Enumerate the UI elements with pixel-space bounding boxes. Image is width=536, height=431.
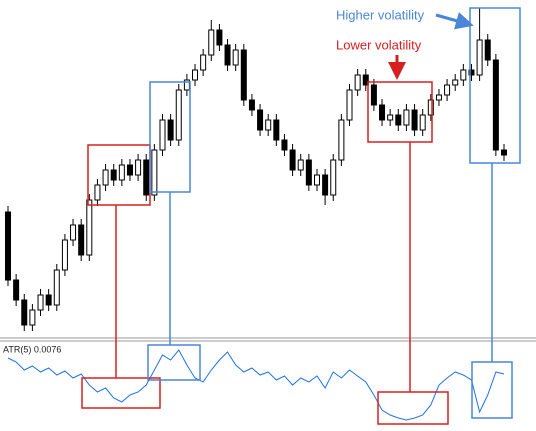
candle-body	[444, 84, 451, 96]
arrow	[435, 12, 474, 30]
candle-body	[151, 149, 158, 196]
candle-body	[484, 39, 491, 61]
candle-body	[45, 294, 52, 306]
candle-body	[322, 174, 329, 196]
candle-body	[452, 79, 459, 86]
box	[147, 344, 201, 381]
box	[81, 377, 161, 409]
candle-body	[387, 114, 394, 121]
candle-body	[159, 119, 166, 151]
candle-body	[216, 29, 223, 46]
candle-body	[305, 159, 312, 186]
candle-body	[70, 224, 77, 241]
candle-body	[200, 54, 207, 71]
candle-body	[61, 239, 68, 271]
candle-body	[403, 109, 410, 126]
candle-body	[5, 211, 11, 281]
candle-body	[102, 169, 109, 186]
candle-body	[135, 159, 142, 176]
candle-body	[224, 44, 231, 66]
box	[471, 361, 513, 419]
candle-body	[37, 294, 44, 311]
candle-body	[192, 69, 199, 81]
candle-body	[29, 309, 36, 326]
candle-body	[419, 114, 426, 131]
candle-body	[257, 109, 264, 131]
candle-body	[330, 159, 337, 196]
candle-body	[110, 169, 117, 181]
candle-body	[297, 159, 304, 171]
candle-body	[78, 224, 85, 256]
candle-body	[248, 99, 255, 111]
candle-body	[346, 89, 353, 121]
candle-body	[167, 119, 174, 141]
candle-body	[370, 84, 377, 106]
candle-body	[362, 74, 369, 86]
candle-body	[240, 49, 247, 101]
candle-body	[435, 94, 442, 101]
annotation: Lower volatility	[336, 37, 422, 52]
candle-body	[354, 74, 361, 91]
candle-body	[53, 269, 60, 306]
box	[377, 391, 449, 425]
candle-body	[395, 114, 402, 126]
annotation: Higher volatility	[336, 7, 425, 22]
candle-body	[281, 139, 288, 151]
annotation-boxes	[81, 7, 521, 425]
atr-line	[7, 349, 505, 421]
candle-body	[265, 119, 272, 131]
candle-body	[460, 69, 467, 81]
candle-body	[175, 89, 182, 141]
candle-body	[126, 164, 133, 176]
candle-body	[468, 69, 475, 76]
box	[469, 7, 521, 164]
candle-body	[501, 149, 507, 156]
candle-body	[273, 119, 280, 141]
candle-body	[427, 99, 434, 116]
candle-body	[289, 149, 296, 171]
candle-body	[232, 49, 239, 66]
candle-body	[13, 279, 20, 301]
candle-body	[208, 29, 215, 56]
candle-body	[492, 59, 499, 151]
candle-body	[338, 119, 345, 161]
candle-body	[143, 159, 150, 196]
candle-body	[21, 299, 28, 326]
candle-body	[94, 184, 101, 201]
candle-body	[313, 174, 320, 186]
plot	[5, 8, 507, 421]
candle-body	[86, 199, 93, 256]
box	[367, 81, 433, 143]
candle-body	[379, 104, 386, 121]
candle-body	[411, 109, 418, 131]
indicator-label: ATR(5) 0.0076	[3, 344, 61, 354]
candle-body	[476, 39, 483, 76]
candle-body	[118, 164, 125, 181]
